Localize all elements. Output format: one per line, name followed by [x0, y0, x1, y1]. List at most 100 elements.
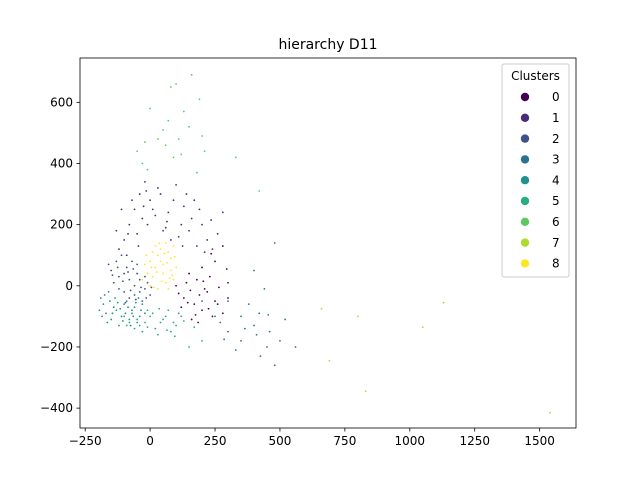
data-point: [193, 326, 196, 328]
data-point: [136, 318, 139, 321]
data-point: [223, 338, 226, 341]
data-point: [146, 326, 149, 328]
x-tick-label: 1500: [524, 434, 555, 448]
data-point: [162, 263, 165, 266]
data-point: [138, 291, 141, 293]
data-point: [258, 312, 261, 315]
data-point: [167, 211, 170, 214]
data-point: [103, 294, 106, 296]
data-point: [268, 330, 271, 333]
data-point: [186, 301, 189, 304]
data-point: [133, 306, 136, 309]
legend-marker-3: [520, 155, 530, 164]
data-point: [180, 315, 183, 318]
data-point: [102, 303, 105, 306]
data-point: [124, 301, 127, 304]
data-point: [146, 272, 149, 275]
data-point: [141, 303, 144, 306]
data-point: [120, 315, 123, 318]
data-point: [157, 187, 159, 189]
data-point: [141, 278, 144, 281]
data-point: [221, 211, 224, 214]
data-point: [111, 274, 114, 277]
data-point: [132, 268, 135, 270]
data-point: [202, 280, 205, 283]
data-point: [138, 278, 141, 281]
data-point: [201, 309, 203, 312]
data-point: [115, 309, 118, 312]
data-point: [166, 220, 168, 223]
data-point: [118, 275, 120, 278]
data-point: [227, 330, 229, 333]
data-point: [144, 263, 146, 266]
data-point: [190, 318, 193, 321]
data-point: [154, 266, 157, 269]
data-point: [194, 313, 197, 316]
data-point: [150, 286, 153, 289]
data-point: [253, 269, 255, 272]
data-point: [137, 297, 140, 299]
data-point: [227, 297, 229, 299]
data-point: [129, 324, 132, 327]
data-point: [144, 275, 146, 278]
data-point: [253, 324, 255, 327]
data-point: [157, 333, 159, 336]
plot-area: [80, 58, 576, 428]
data-point: [149, 284, 152, 287]
data-point: [151, 251, 154, 254]
data-point: [294, 346, 297, 348]
data-point: [169, 239, 172, 241]
data-point: [172, 245, 175, 247]
data-point: [149, 294, 152, 296]
data-point: [118, 248, 120, 251]
data-point: [163, 252, 166, 255]
data-point: [158, 307, 161, 310]
data-point: [167, 119, 170, 122]
data-point: [208, 275, 211, 278]
data-point: [107, 263, 110, 266]
legend-marker-0: [520, 92, 530, 102]
data-point: [182, 320, 185, 322]
data-point: [320, 307, 323, 310]
data-point: [210, 219, 213, 221]
data-point: [111, 312, 114, 315]
data-point: [120, 208, 123, 211]
data-point: [227, 281, 229, 284]
x-tick-label: −250: [69, 434, 102, 448]
data-point: [136, 321, 139, 324]
data-point: [108, 300, 111, 302]
x-tick-label: 1000: [395, 434, 426, 448]
data-point: [258, 190, 261, 192]
series-cluster-0: [175, 245, 229, 324]
data-point: [175, 184, 177, 186]
data-point: [107, 291, 110, 293]
data-point: [169, 330, 172, 333]
data-point: [211, 248, 214, 251]
data-point: [180, 153, 183, 156]
data-point: [162, 272, 165, 275]
data-point: [154, 245, 157, 247]
data-point: [157, 254, 159, 257]
data-point: [172, 321, 175, 324]
legend-marker-2: [520, 134, 530, 143]
data-point: [214, 315, 216, 318]
data-point: [128, 223, 131, 226]
x-tick-label: 1250: [459, 434, 490, 448]
data-point: [128, 321, 131, 324]
data-point: [198, 294, 201, 296]
data-point: [328, 359, 331, 362]
legend-marker-1: [520, 113, 530, 123]
data-point: [225, 268, 228, 270]
data-point: [214, 300, 216, 302]
data-point: [167, 287, 170, 290]
y-tick-label: −400: [40, 401, 73, 415]
legend: Clusters 0 1 2 3 4 5 6 7 8: [501, 63, 570, 278]
legend-label-3: 3: [552, 153, 560, 167]
data-point: [118, 324, 120, 327]
data-point: [169, 269, 172, 272]
data-point: [177, 312, 180, 315]
data-point: [166, 261, 168, 264]
data-point: [141, 162, 144, 165]
data-point: [149, 260, 152, 263]
legend-box: [501, 63, 570, 278]
